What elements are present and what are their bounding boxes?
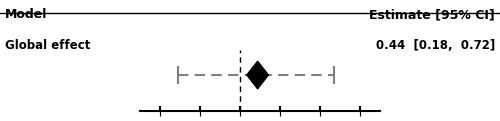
Text: Global effect: Global effect bbox=[5, 39, 90, 53]
Text: 0.44  [0.18,  0.72]: 0.44 [0.18, 0.72] bbox=[376, 39, 495, 53]
Polygon shape bbox=[247, 61, 268, 89]
Text: Model: Model bbox=[5, 8, 48, 21]
Text: Estimate [95% CI]: Estimate [95% CI] bbox=[369, 8, 495, 21]
